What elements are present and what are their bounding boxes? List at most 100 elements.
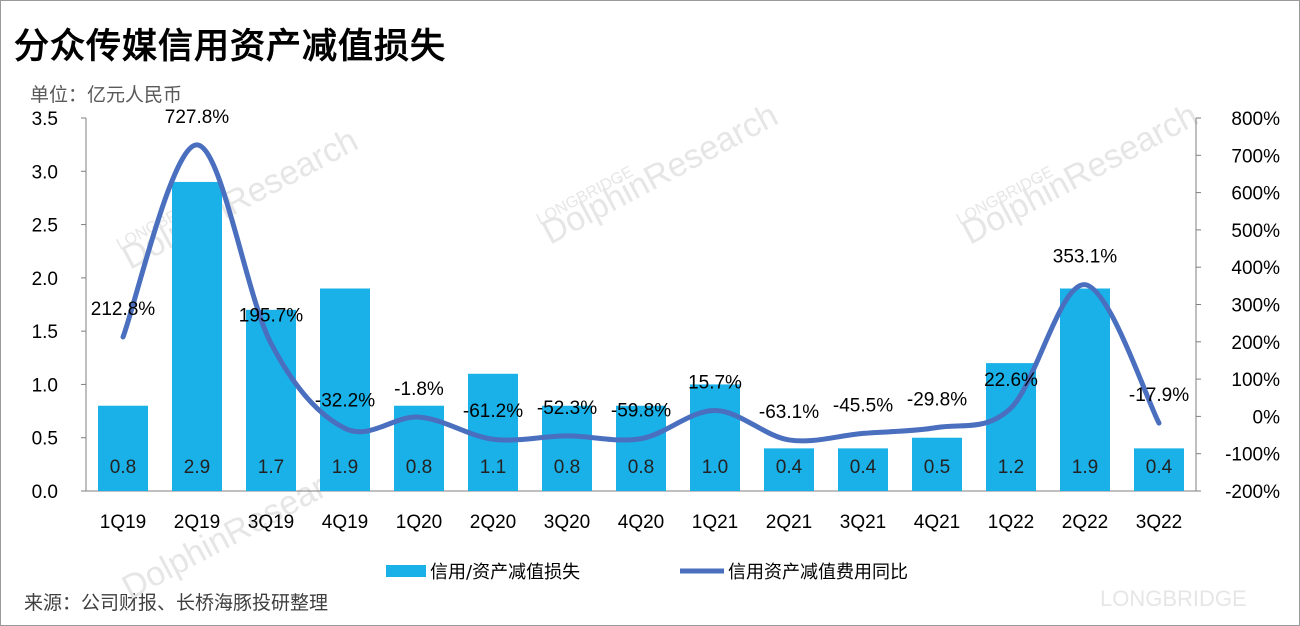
x-tick-label: 3Q21	[840, 512, 886, 533]
chart-title: 分众传媒信用资产减值损失	[14, 27, 447, 67]
bar	[542, 405, 592, 491]
yoy-point	[491, 437, 495, 442]
bars	[98, 181, 1184, 491]
bar	[1134, 448, 1184, 491]
legend: 信用/资产减值损失 信用资产减值费用同比	[386, 562, 908, 583]
x-tick-label: 1Q22	[988, 512, 1034, 533]
x-tick-label: 3Q20	[544, 512, 590, 533]
left-tick-label: 2.0	[32, 269, 58, 290]
bar-value-label: 1.7	[258, 457, 284, 478]
bar	[838, 448, 888, 491]
x-tick-label: 3Q19	[248, 512, 294, 533]
yoy-value-label: -61.2%	[463, 401, 523, 422]
right-tick-label: 600%	[1231, 184, 1280, 205]
bar-value-label: 0.8	[554, 457, 580, 478]
bar-value-label: 0.8	[628, 457, 654, 478]
x-tick-label: 4Q21	[914, 512, 960, 533]
x-tick-label: 2Q20	[470, 512, 516, 533]
bar-value-label: 1.0	[702, 457, 728, 478]
yoy-point	[1083, 282, 1087, 287]
bar	[172, 181, 222, 491]
yoy-value-label: -17.9%	[1129, 385, 1189, 406]
yoy-point	[861, 431, 865, 436]
left-tick-label: 1.5	[32, 322, 58, 343]
right-tick-label: -200%	[1225, 482, 1280, 503]
legend-bar-swatch	[386, 565, 426, 577]
bar-value-label: 2.9	[184, 457, 210, 478]
yoy-value-label: 22.6%	[984, 370, 1038, 391]
x-tick-label: 1Q19	[100, 512, 146, 533]
line-labels: 212.8% 727.8% 195.7% -32.2% -1.8% -61.2% -52.3…	[91, 107, 1189, 423]
yoy-value-label: 15.7%	[688, 373, 742, 394]
yoy-point	[639, 436, 643, 441]
left-tick-label: 0.5	[32, 429, 58, 450]
right-tick-label: 200%	[1231, 333, 1280, 354]
bar-value-label: 1.9	[332, 457, 358, 478]
watermark-research: DolphinResearch	[956, 96, 1204, 252]
bar-value-label: 1.2	[998, 457, 1024, 478]
yoy-value-label: -1.8%	[394, 379, 444, 400]
bar-value-label: 0.8	[110, 457, 136, 478]
line-layer	[120, 142, 1162, 444]
x-tick-label: 2Q19	[174, 512, 220, 533]
bar-value-label: 1.9	[1072, 457, 1098, 478]
bar	[764, 448, 814, 491]
yoy-value-label: -63.1%	[759, 402, 819, 423]
yoy-point	[713, 408, 717, 413]
right-tick-label: 700%	[1231, 146, 1280, 167]
source-note: 来源：公司财报、长桥海豚投研整理	[24, 592, 329, 614]
yoy-value-label: 727.8%	[165, 107, 230, 128]
legend-line-label: 信用资产减值费用同比	[728, 562, 908, 583]
bar	[690, 384, 740, 491]
bar-value-label: 0.5	[924, 457, 950, 478]
watermark-research: DolphinResearch	[536, 96, 784, 252]
bar-labels: 0.8 2.9 1.7 1.9 0.8 1.1 0.8 0.8 1.0 0.4 0.4 0.5 1.2 1…	[110, 457, 1173, 478]
yoy-value-label: -32.2%	[315, 390, 375, 411]
right-tick-label: 300%	[1231, 296, 1280, 317]
bar	[912, 437, 962, 491]
yoy-point	[195, 142, 199, 147]
x-tick-label: 1Q21	[692, 512, 738, 533]
yoy-value-label: 353.1%	[1053, 247, 1118, 268]
axes: 0.0 0.5 1.0 1.5 2.0 2.5 3.0 3.5 -200% -100% 0% 100%…	[32, 109, 1281, 533]
yoy-point	[121, 335, 125, 340]
yoy-point	[1157, 421, 1161, 426]
bar-value-label: 0.4	[850, 457, 877, 478]
legend-bar-label: 信用/资产减值损失	[430, 562, 580, 583]
yoy-value-label: -52.3%	[537, 398, 597, 419]
bar	[98, 405, 148, 491]
yoy-point	[343, 426, 347, 431]
left-tick-label: 2.5	[32, 216, 58, 237]
bar	[616, 405, 666, 491]
right-tick-label: 500%	[1231, 221, 1280, 242]
yoy-point	[935, 425, 939, 430]
yoy-point	[1009, 405, 1013, 410]
yoy-value-label: -45.5%	[833, 395, 893, 416]
bar-value-label: 1.1	[480, 457, 506, 478]
x-tick-label: 4Q20	[618, 512, 664, 533]
left-tick-label: 1.0	[32, 375, 58, 396]
bar-value-label: 0.4	[1146, 457, 1173, 478]
bar	[1060, 288, 1110, 491]
bar	[320, 288, 370, 491]
yoy-value-label: -59.8%	[611, 401, 671, 422]
yoy-value-label: -29.8%	[907, 390, 967, 411]
bar-value-label: 0.4	[776, 457, 803, 478]
left-tick-label: 3.5	[32, 109, 58, 130]
yoy-point	[417, 415, 421, 420]
x-tick-label: 2Q21	[766, 512, 812, 533]
right-tick-label: 0%	[1253, 407, 1281, 428]
yoy-point	[565, 433, 569, 438]
yoy-point	[269, 341, 273, 346]
x-tick-label: 1Q20	[396, 512, 442, 533]
x-tick-label: 2Q22	[1062, 512, 1108, 533]
right-tick-label: 800%	[1231, 109, 1280, 130]
yoy-value-label: 195.7%	[239, 305, 304, 326]
watermark-brand: LONGBRIDGE	[1100, 586, 1247, 611]
right-tick-label: 100%	[1231, 370, 1280, 391]
unit-label: 单位：亿元人民币	[30, 84, 183, 106]
left-tick-label: 0.0	[32, 482, 58, 503]
x-tick-label: 3Q22	[1136, 512, 1182, 533]
left-tick-label: 3.0	[32, 162, 58, 183]
